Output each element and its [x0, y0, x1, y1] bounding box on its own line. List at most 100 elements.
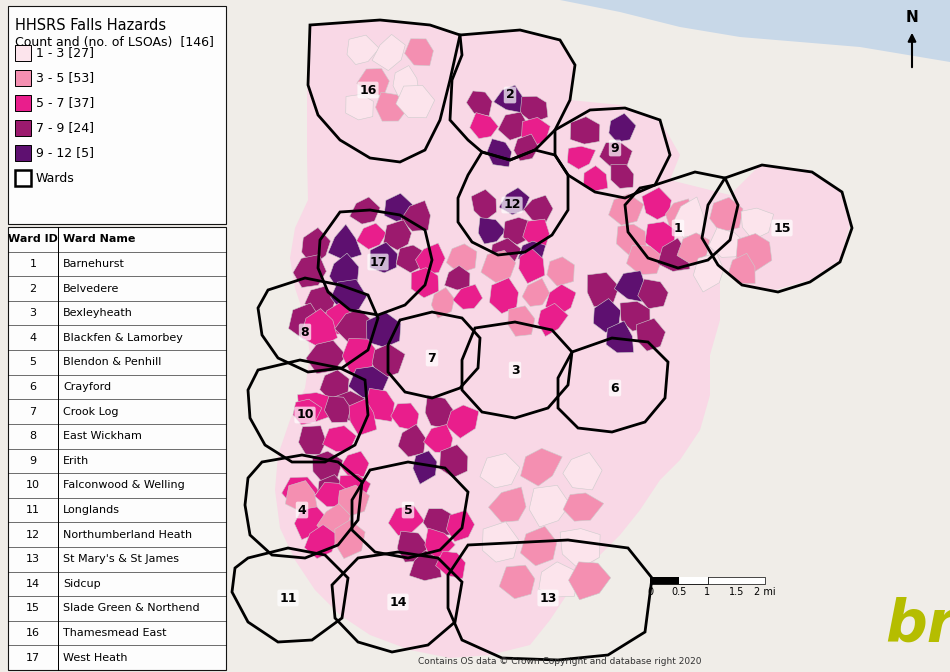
Text: 11: 11 — [279, 591, 296, 605]
Polygon shape — [396, 245, 424, 273]
Polygon shape — [547, 257, 575, 286]
Polygon shape — [518, 241, 545, 263]
Text: bre: bre — [885, 597, 950, 654]
Text: 13: 13 — [540, 591, 557, 605]
Text: 2 mi: 2 mi — [754, 587, 776, 597]
Text: East Wickham: East Wickham — [63, 431, 142, 442]
Polygon shape — [481, 251, 516, 283]
Polygon shape — [446, 405, 479, 438]
Bar — [8, 6, 226, 224]
Text: 3 - 5 [53]: 3 - 5 [53] — [36, 71, 94, 85]
Polygon shape — [583, 165, 608, 191]
Polygon shape — [328, 224, 362, 260]
Polygon shape — [642, 187, 672, 220]
Polygon shape — [340, 451, 369, 478]
Polygon shape — [339, 474, 370, 503]
Polygon shape — [570, 117, 599, 144]
Polygon shape — [469, 113, 499, 138]
Polygon shape — [480, 454, 520, 488]
Polygon shape — [611, 165, 634, 188]
Text: N: N — [905, 10, 919, 25]
Polygon shape — [297, 392, 334, 423]
Polygon shape — [330, 253, 359, 291]
Polygon shape — [331, 280, 367, 312]
Text: 8: 8 — [29, 431, 36, 442]
Polygon shape — [519, 249, 545, 284]
Polygon shape — [415, 243, 446, 274]
Polygon shape — [424, 425, 453, 453]
Text: Contains OS data © Crown Copyright and database right 2020: Contains OS data © Crown Copyright and d… — [418, 657, 702, 666]
Bar — [678, 577, 708, 584]
Polygon shape — [636, 319, 666, 351]
Polygon shape — [431, 288, 454, 319]
Polygon shape — [521, 448, 562, 486]
Polygon shape — [694, 253, 724, 292]
Text: 5 - 7 [37]: 5 - 7 [37] — [36, 97, 94, 110]
Polygon shape — [494, 85, 522, 113]
Polygon shape — [425, 395, 454, 429]
Polygon shape — [729, 253, 755, 284]
Polygon shape — [282, 477, 319, 506]
Bar — [15, 45, 31, 61]
Polygon shape — [487, 139, 512, 167]
Polygon shape — [401, 200, 430, 231]
Text: 7: 7 — [428, 351, 436, 364]
Text: Slade Green & Northend: Slade Green & Northend — [63, 603, 200, 614]
Polygon shape — [677, 233, 710, 265]
Text: 10: 10 — [26, 480, 40, 491]
Text: 2: 2 — [29, 284, 36, 294]
Text: 2: 2 — [505, 89, 514, 101]
Polygon shape — [305, 286, 336, 314]
Polygon shape — [317, 474, 346, 506]
Text: 3: 3 — [29, 308, 36, 318]
Polygon shape — [710, 198, 743, 233]
Polygon shape — [466, 91, 492, 116]
Bar — [650, 577, 708, 584]
Text: Barnehurst: Barnehurst — [63, 259, 124, 269]
Polygon shape — [674, 197, 704, 237]
Polygon shape — [594, 298, 620, 333]
Polygon shape — [637, 279, 668, 308]
Text: 9: 9 — [611, 142, 619, 155]
Text: Count and (no. of LSOAs)  [146]: Count and (no. of LSOAs) [146] — [15, 36, 214, 49]
Polygon shape — [626, 245, 663, 275]
Text: 14: 14 — [26, 579, 40, 589]
Text: 1 - 3 [27]: 1 - 3 [27] — [36, 46, 94, 60]
Polygon shape — [538, 303, 568, 337]
Text: 7: 7 — [29, 407, 36, 417]
Polygon shape — [617, 224, 646, 256]
Polygon shape — [389, 505, 425, 536]
Polygon shape — [606, 321, 634, 353]
Polygon shape — [390, 403, 419, 431]
Polygon shape — [478, 218, 505, 244]
Polygon shape — [367, 312, 401, 347]
Polygon shape — [398, 424, 426, 457]
Text: 9 - 12 [5]: 9 - 12 [5] — [36, 146, 94, 159]
Text: West Heath: West Heath — [63, 653, 127, 663]
Polygon shape — [736, 234, 771, 272]
Polygon shape — [587, 272, 619, 307]
Text: 10: 10 — [296, 409, 314, 421]
Polygon shape — [425, 528, 455, 558]
Text: 9: 9 — [29, 456, 36, 466]
Text: 12: 12 — [26, 530, 40, 540]
Text: Crook Log: Crook Log — [63, 407, 119, 417]
Text: Ward ID: Ward ID — [8, 235, 58, 245]
Polygon shape — [302, 228, 331, 265]
Text: Blackfen & Lamorbey: Blackfen & Lamorbey — [63, 333, 182, 343]
Polygon shape — [488, 487, 526, 522]
Text: 1: 1 — [674, 222, 682, 235]
Polygon shape — [508, 306, 535, 336]
Polygon shape — [370, 243, 397, 273]
Bar — [15, 95, 31, 111]
Polygon shape — [372, 34, 406, 71]
Polygon shape — [334, 391, 366, 421]
Polygon shape — [529, 485, 570, 527]
Polygon shape — [521, 526, 557, 566]
Text: 15: 15 — [773, 222, 790, 235]
Polygon shape — [609, 114, 636, 142]
Polygon shape — [657, 238, 690, 271]
Polygon shape — [324, 396, 351, 423]
Polygon shape — [396, 85, 435, 118]
Text: 6: 6 — [29, 382, 36, 392]
